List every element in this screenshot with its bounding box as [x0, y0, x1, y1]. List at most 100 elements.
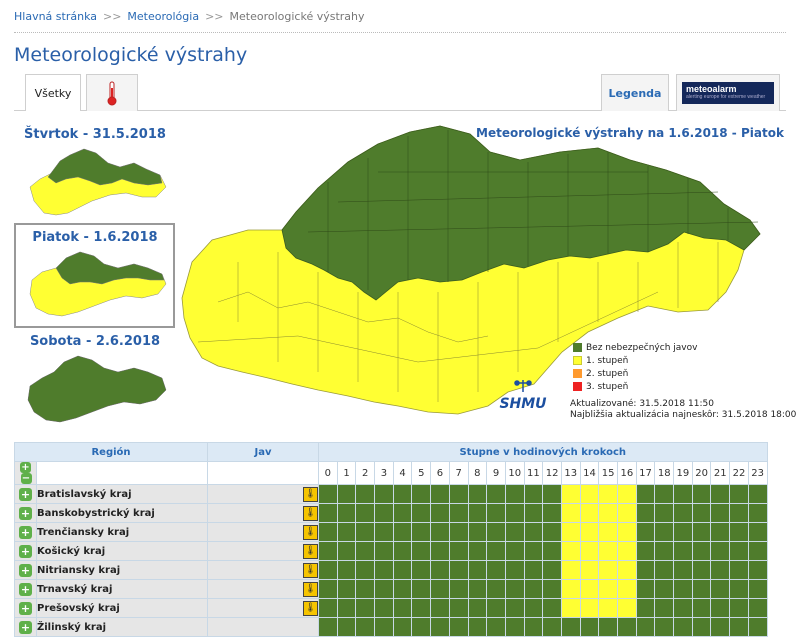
- hour-header: 10: [504, 461, 525, 485]
- mini-map-friday[interactable]: [22, 246, 170, 322]
- tab-meteoalarm[interactable]: meteoalarm alerting europe for extreme we…: [676, 74, 780, 111]
- expand-row-icon[interactable]: +: [19, 487, 32, 501]
- hour-cell: [318, 541, 338, 561]
- hour-cell: [411, 541, 432, 561]
- region-name[interactable]: Žilinský kraj: [36, 617, 208, 637]
- hour-cell: [504, 522, 525, 542]
- tab-all[interactable]: Všetky: [25, 74, 81, 111]
- hour-cell: [617, 522, 637, 542]
- mini-map-thursday[interactable]: [22, 143, 170, 219]
- hour-cell: [486, 560, 506, 580]
- hour-cell: [355, 598, 376, 618]
- hour-cell: [635, 617, 656, 637]
- col-header-region: Región: [14, 442, 208, 462]
- hour-cell: [747, 579, 768, 599]
- hour-cell: [542, 560, 562, 580]
- breadcrumb-home-link[interactable]: Hlavná stránka: [14, 10, 97, 23]
- hour-cell: [579, 503, 600, 523]
- hour-cell: [617, 484, 637, 504]
- hour-cell: [542, 541, 562, 561]
- mini-map-saturday[interactable]: [22, 350, 170, 426]
- expand-row-icon[interactable]: +: [19, 582, 32, 596]
- region-name[interactable]: Trnavský kraj: [36, 579, 208, 599]
- hour-cell: [411, 579, 432, 599]
- high-temperature-icon[interactable]: 🌡: [303, 562, 318, 578]
- region-name[interactable]: Banskobystrický kraj: [36, 503, 208, 523]
- hour-cell: [560, 503, 581, 523]
- legend-swatch: [573, 369, 582, 378]
- high-temperature-icon[interactable]: 🌡: [303, 486, 318, 502]
- hour-cell: [579, 522, 600, 542]
- hour-cell: [355, 484, 376, 504]
- expand-row-icon[interactable]: +: [19, 525, 32, 539]
- main-map[interactable]: [178, 122, 778, 422]
- hour-cell: [448, 598, 469, 618]
- hour-cell: [523, 503, 544, 523]
- region-name[interactable]: Trenčiansky kraj: [36, 522, 208, 542]
- hour-header: 15: [598, 461, 618, 485]
- hour-cell: [374, 579, 394, 599]
- hour-cell: [635, 522, 656, 542]
- hour-header: 5: [411, 461, 432, 485]
- tab-temperature[interactable]: [86, 74, 138, 111]
- breadcrumb-meteorology-link[interactable]: Meteorológia: [127, 10, 200, 23]
- hour-header: 13: [560, 461, 581, 485]
- hour-cell: [392, 617, 413, 637]
- expand-row-icon[interactable]: +: [19, 601, 32, 615]
- table-row: + Trnavský kraj 🌡: [14, 579, 768, 599]
- expand-row-icon[interactable]: +: [19, 563, 32, 577]
- page-title: Meteorologické výstrahy: [14, 44, 248, 66]
- hour-cell: [523, 560, 544, 580]
- hour-cell: [448, 522, 469, 542]
- day-label-thursday[interactable]: Štvrtok - 31.5.2018: [24, 127, 166, 142]
- day-label-saturday[interactable]: Sobota - 2.6.2018: [29, 334, 161, 349]
- hour-cell: [654, 522, 675, 542]
- hour-cell: [710, 522, 731, 542]
- hour-cell: [411, 617, 432, 637]
- hour-cell: [617, 579, 637, 599]
- hour-cell: [729, 541, 749, 561]
- hour-cell: [448, 579, 469, 599]
- hour-cell: [710, 598, 731, 618]
- hour-cell: [598, 541, 618, 561]
- region-name[interactable]: Košický kraj: [36, 541, 208, 561]
- hour-cell: [747, 560, 768, 580]
- hour-cell: [486, 598, 506, 618]
- legend-label: 3. stupeň: [586, 381, 629, 392]
- day-label-friday[interactable]: Piatok - 1.6.2018: [32, 230, 158, 245]
- phenomenon-cell: 🌡: [207, 579, 319, 599]
- expand-row-icon[interactable]: +: [19, 544, 32, 558]
- phenomenon-cell: [207, 617, 319, 637]
- hour-cell: [486, 617, 506, 637]
- hour-cell: [392, 484, 413, 504]
- tab-legend[interactable]: Legenda: [601, 74, 669, 111]
- high-temperature-icon[interactable]: 🌡: [303, 581, 318, 597]
- high-temperature-icon[interactable]: 🌡: [303, 600, 318, 616]
- hour-cell: [729, 598, 749, 618]
- region-name[interactable]: Nitriansky kraj: [36, 560, 208, 580]
- expand-cell: +: [14, 484, 37, 504]
- table-row: + Košický kraj 🌡: [14, 541, 768, 561]
- hour-cell: [411, 503, 432, 523]
- high-temperature-icon[interactable]: 🌡: [303, 524, 318, 540]
- hour-cell: [654, 598, 675, 618]
- blank-cell: [36, 461, 208, 485]
- collapse-all-icon[interactable]: −: [20, 473, 32, 484]
- expand-row-icon[interactable]: +: [19, 506, 32, 520]
- hour-header: 7: [448, 461, 469, 485]
- hour-cell: [467, 541, 488, 561]
- legend-item: 3. stupeň: [573, 380, 697, 393]
- expand-all-icon[interactable]: +: [20, 462, 31, 473]
- hour-cell: [691, 541, 712, 561]
- expand-row-icon[interactable]: +: [19, 620, 32, 634]
- hour-cell: [747, 598, 768, 618]
- hour-cell: [560, 560, 581, 580]
- hour-cell: [467, 560, 488, 580]
- high-temperature-icon[interactable]: 🌡: [303, 543, 318, 559]
- hour-cell: [448, 541, 469, 561]
- hour-cell: [486, 503, 506, 523]
- hour-cell: [579, 598, 600, 618]
- region-name[interactable]: Prešovský kraj: [36, 598, 208, 618]
- high-temperature-icon[interactable]: 🌡: [303, 505, 318, 521]
- region-name[interactable]: Bratislavský kraj: [36, 484, 208, 504]
